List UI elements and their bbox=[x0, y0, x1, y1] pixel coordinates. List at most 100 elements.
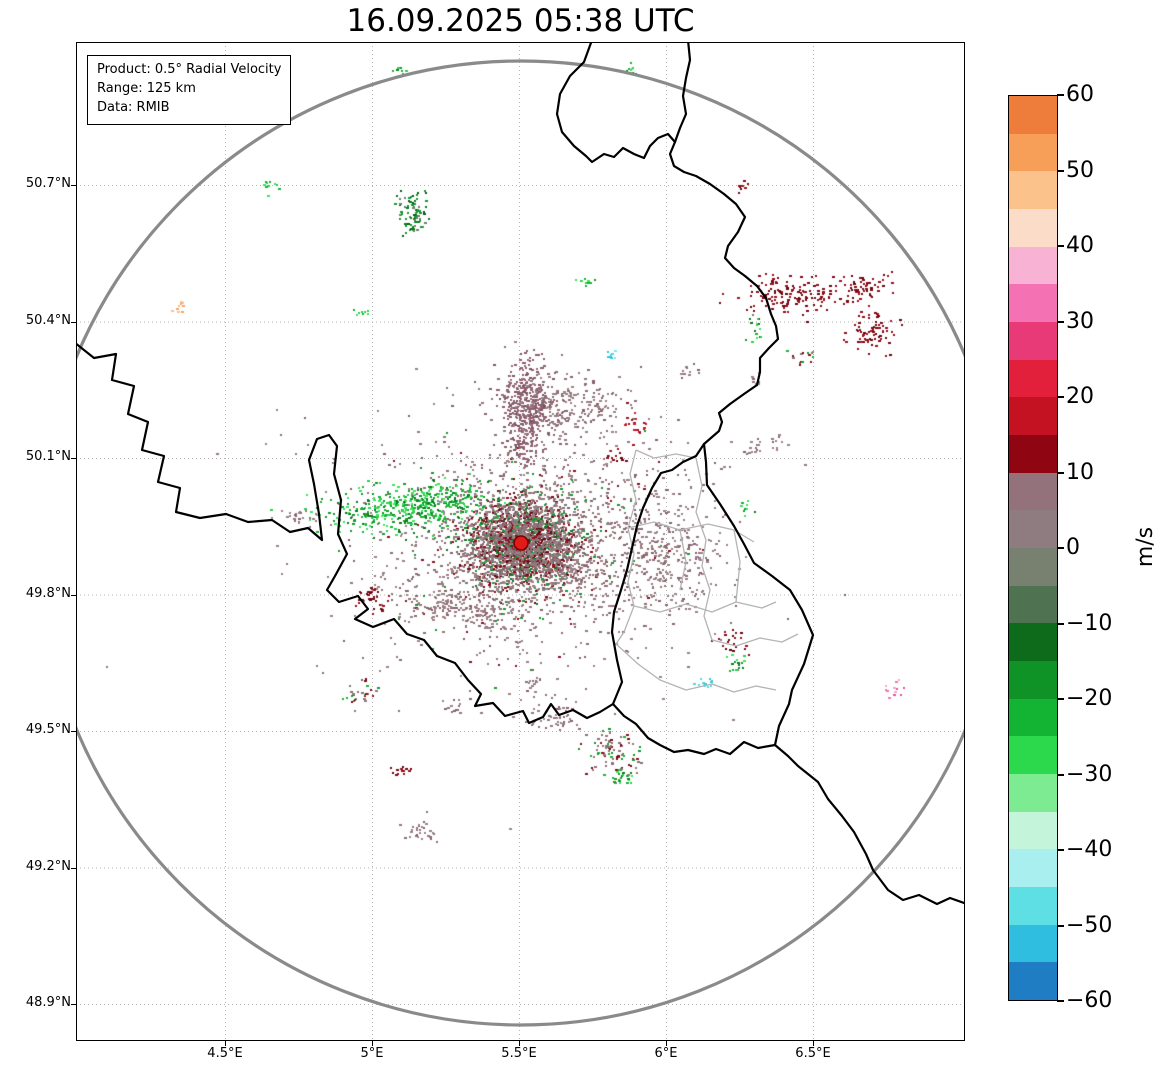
colorbar-tick-mark bbox=[1057, 245, 1064, 247]
product-info-box: Product: 0.5° Radial Velocity Range: 125… bbox=[87, 55, 292, 125]
x-tick-mark bbox=[666, 1041, 667, 1046]
colorbar-segment bbox=[1009, 397, 1057, 436]
colorbar-segment bbox=[1009, 96, 1057, 134]
province-border-path bbox=[695, 457, 713, 641]
province-border-path bbox=[615, 449, 637, 645]
colorbar-tick-label: −10 bbox=[1066, 610, 1113, 636]
x-tick-mark bbox=[813, 1041, 814, 1046]
x-tick-mark bbox=[519, 1041, 520, 1046]
x-tick-label: 6°E bbox=[654, 1046, 678, 1061]
colorbar-segment bbox=[1009, 962, 1057, 1001]
y-tick-label: 50.1°N bbox=[25, 449, 71, 464]
colorbar-tick-mark bbox=[1057, 849, 1064, 851]
colorbar-segment bbox=[1009, 774, 1057, 812]
x-tick-mark bbox=[225, 1041, 226, 1046]
colorbar-tick-label: 20 bbox=[1066, 384, 1094, 409]
colorbar-segment bbox=[1009, 246, 1057, 285]
colorbar-segment bbox=[1009, 736, 1057, 775]
border-luxembourg-west bbox=[610, 442, 706, 706]
colorbar-tick-mark bbox=[1057, 547, 1064, 549]
y-tick-label: 49.5°N bbox=[25, 722, 71, 737]
colorbar-segment bbox=[1009, 472, 1057, 511]
y-tick-label: 50.4°N bbox=[25, 312, 71, 328]
radar-site-marker bbox=[513, 535, 529, 551]
y-tick-label: 49.2°N bbox=[25, 858, 71, 874]
info-product: Product: 0.5° Radial Velocity bbox=[97, 62, 282, 77]
colorbar-tick-label: 0 bbox=[1066, 535, 1080, 560]
colorbar-tick-mark bbox=[1057, 622, 1064, 625]
x-tick-label: 6.5°E bbox=[795, 1046, 831, 1061]
border-nl-limburg bbox=[555, 42, 692, 164]
y-tick-mark bbox=[71, 594, 76, 596]
province-border-path bbox=[711, 633, 799, 647]
colorbar-segment bbox=[1009, 322, 1057, 360]
figure-title: 16.09.2025 05:38 UTC bbox=[346, 3, 695, 39]
info-data: Data: RMIB bbox=[97, 99, 170, 115]
colorbar-tick-label: 30 bbox=[1066, 308, 1094, 334]
info-range: Range: 125 km bbox=[97, 80, 196, 96]
colorbar-tick-label: −60 bbox=[1066, 988, 1113, 1013]
colorbar-tick-label: 60 bbox=[1066, 82, 1094, 107]
border-germany-east bbox=[668, 140, 965, 906]
y-tick-mark bbox=[71, 185, 76, 186]
colorbar-tick-label: −20 bbox=[1066, 686, 1113, 711]
y-tick-label: 50.7°N bbox=[25, 176, 71, 191]
colorbar-segment bbox=[1009, 209, 1057, 247]
plot-frame bbox=[76, 42, 965, 1041]
colorbar-tick-mark bbox=[1057, 924, 1064, 927]
province-border-path bbox=[733, 529, 741, 603]
x-tick-label: 5.5°E bbox=[501, 1046, 537, 1061]
y-tick-mark bbox=[71, 321, 76, 323]
x-tick-mark bbox=[372, 1041, 373, 1046]
colorbar-segment bbox=[1009, 284, 1057, 323]
colorbar-tick-label: 50 bbox=[1066, 157, 1094, 183]
colorbar-segment bbox=[1009, 811, 1057, 850]
y-tick-mark bbox=[71, 867, 76, 869]
province-borders bbox=[615, 449, 799, 693]
colorbar-tick-label: 40 bbox=[1066, 233, 1094, 258]
colorbar-tick-label: −50 bbox=[1066, 912, 1113, 938]
country-borders bbox=[76, 42, 965, 906]
province-border-path bbox=[679, 529, 687, 591]
colorbar-tick-mark bbox=[1057, 94, 1064, 96]
y-tick-label: 48.9°N bbox=[25, 995, 71, 1010]
y-tick-label: 49.8°N bbox=[25, 585, 71, 601]
colorbar-segment bbox=[1009, 623, 1057, 662]
map-plot-area: Product: 0.5° Radial Velocity Range: 125… bbox=[76, 42, 965, 1041]
colorbar-segment bbox=[1009, 849, 1057, 888]
colorbar-segment bbox=[1009, 133, 1057, 172]
colorbar-tick-mark bbox=[1057, 471, 1064, 474]
y-tick-mark bbox=[71, 1004, 76, 1005]
province-border-path bbox=[635, 449, 697, 459]
colorbar-segment bbox=[1009, 698, 1057, 737]
colorbar-tick-label: 10 bbox=[1066, 459, 1094, 485]
colorbar-segment bbox=[1009, 510, 1057, 549]
colorbar-tick-mark bbox=[1057, 698, 1064, 700]
colorbar-tick-mark bbox=[1057, 396, 1064, 398]
colorbar-tick-mark bbox=[1057, 169, 1064, 172]
colorbar-segment bbox=[1009, 435, 1057, 473]
map-overlay-layer bbox=[76, 42, 965, 1041]
colorbar-unit-label: m/s bbox=[1133, 526, 1158, 568]
colorbar-tick-mark bbox=[1057, 773, 1064, 776]
colorbar-segment bbox=[1009, 661, 1057, 699]
border-france-belgium bbox=[76, 342, 777, 756]
colorbar-tick-mark bbox=[1057, 1000, 1064, 1002]
y-tick-mark bbox=[71, 458, 76, 459]
x-tick-label: 5°E bbox=[360, 1046, 384, 1061]
colorbar-segment bbox=[1009, 359, 1057, 398]
colorbar-segment bbox=[1009, 171, 1057, 210]
colorbar-segment bbox=[1009, 924, 1057, 963]
colorbar-segment bbox=[1009, 887, 1057, 925]
province-border-path bbox=[615, 643, 777, 693]
x-tick-label: 4.5°E bbox=[207, 1046, 243, 1061]
colorbar-tick-mark bbox=[1057, 320, 1064, 323]
y-tick-mark bbox=[71, 731, 76, 732]
province-border-path bbox=[633, 601, 777, 613]
colorbar-segment bbox=[1009, 548, 1057, 586]
colorbar bbox=[1008, 95, 1058, 1001]
range-ring bbox=[76, 59, 965, 1027]
colorbar-tick-label: −40 bbox=[1066, 837, 1113, 862]
colorbar-tick-label: −30 bbox=[1066, 761, 1113, 787]
